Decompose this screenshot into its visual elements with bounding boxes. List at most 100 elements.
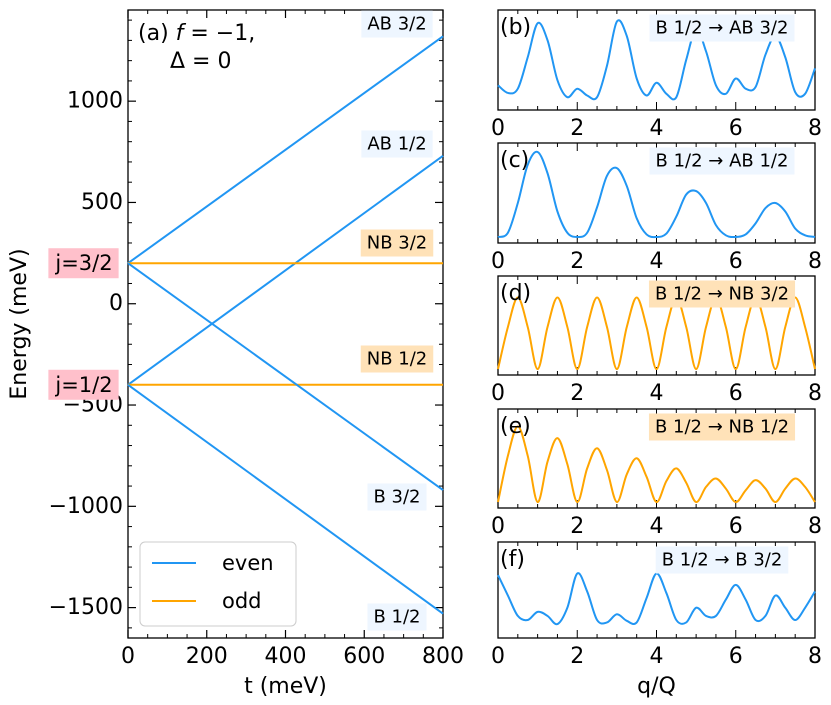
- panel-title-d: B 1/2 → NB 3/2: [648, 280, 796, 308]
- panel-title-e: B 1/2 → NB 1/2: [648, 413, 796, 441]
- j-label-0-bg: [48, 248, 119, 279]
- series-label-B-1-2-text: B 1/2: [373, 607, 420, 628]
- curve-e: [497, 425, 816, 504]
- y-tick-label-1000: 1000: [67, 89, 123, 114]
- panel-title-e-bg: [648, 413, 796, 441]
- series-label-B-3-2-bg: [367, 483, 427, 511]
- legend-label-even: even: [222, 551, 274, 575]
- panel-title-b-text: B 1/2 → AB 3/2: [656, 18, 789, 39]
- x-tick-label-e-4: 4: [650, 514, 664, 539]
- x-tick-label-c-6: 6: [729, 249, 743, 274]
- legend: even odd: [139, 541, 297, 627]
- series-label-AB-1-2-text: AB 1/2: [367, 134, 426, 155]
- plot-frame-a: [127, 9, 444, 639]
- panel-label-b: (b): [500, 15, 531, 40]
- series-label-B-3-2-text: B 3/2: [373, 487, 420, 508]
- panel-label-d: (d): [500, 281, 531, 306]
- title-f-value: = −1,: [183, 21, 255, 46]
- curve-d: [497, 296, 816, 371]
- x-tick-label-b-8: 8: [808, 116, 822, 141]
- y-tick-label--1500: −1500: [49, 595, 123, 620]
- x-tick-label-b-4: 4: [650, 116, 664, 141]
- series-label-NB-1-2-text: NB 1/2: [367, 349, 428, 370]
- x-tick-label-d-2: 2: [570, 381, 584, 406]
- panel-title-c-text: B 1/2 → AB 1/2: [656, 151, 789, 172]
- series-label-NB-3-2-bg: [360, 229, 434, 257]
- x-tick-label-e-6: 6: [729, 514, 743, 539]
- j-label-1-bg: [48, 369, 119, 400]
- x-axis-label: t (meV): [244, 674, 327, 699]
- x-tick-label-600: 600: [343, 644, 385, 669]
- panel-c: 0 2 4 6 8 (c) B 1/2 → AB 1/2: [491, 142, 822, 274]
- y-axis-label: Energy (meV): [7, 248, 32, 399]
- x-tick-label-b-6: 6: [729, 116, 743, 141]
- series-line-AB-3-2: [127, 35, 444, 265]
- series-label-B-1-2: B 1/2: [367, 603, 427, 631]
- series-label-NB-1-2-bg: [360, 345, 434, 373]
- curve-b: [497, 19, 816, 101]
- panel-label-e: (e): [500, 414, 531, 439]
- panel-e: 0 2 4 6 8 (e) B 1/2 → NB 1/2: [491, 408, 822, 539]
- y-tick-label-500: 500: [81, 190, 123, 215]
- panel-label-f: (f): [500, 547, 525, 572]
- series-label-AB-3-2-bg: [361, 10, 433, 38]
- y-tick-label--1000: −1000: [49, 494, 123, 519]
- panel-title-e-text: B 1/2 → NB 1/2: [655, 417, 789, 438]
- series-line-AB-1-2: [127, 155, 444, 386]
- series-line-B-1-2: [127, 383, 444, 615]
- x-tick-label-e-2: 2: [570, 514, 584, 539]
- panels-right: 0 2 4 6 8 (b) B 1/2 → AB 3/2 0 2 4 6 8 (c) B 1/2 → AB…: [491, 9, 822, 699]
- x-tick-label-200: 200: [186, 644, 228, 669]
- x-tick-label-800: 800: [422, 644, 464, 669]
- x-tick-label-e-8: 8: [808, 514, 822, 539]
- series-label-B-1-2-bg: [367, 603, 427, 631]
- panel-d: 0 2 4 6 8 (d) B 1/2 → NB 3/2: [491, 275, 822, 406]
- panel-title-d-bg: [648, 280, 796, 308]
- x-tick-label-d-8: 8: [808, 381, 822, 406]
- x-tick-label-d-6: 6: [729, 381, 743, 406]
- x-tick-label-c-4: 4: [650, 249, 664, 274]
- panel-title-b-bg: [649, 14, 795, 42]
- panel-title-f-bg: [655, 546, 789, 574]
- panel-label-c: (c): [500, 148, 529, 173]
- x-tick-label-0: 0: [121, 644, 135, 669]
- curve-c: [497, 150, 816, 239]
- panel-title-c: B 1/2 → AB 1/2: [649, 147, 795, 175]
- panel-b: 0 2 4 6 8 (b) B 1/2 → AB 3/2: [491, 9, 822, 141]
- series-label-NB-3-2-text: NB 3/2: [367, 233, 428, 254]
- panel-title-b: B 1/2 → AB 3/2: [649, 14, 795, 42]
- title-f: f: [176, 21, 187, 46]
- panel-title-c-bg: [649, 147, 795, 175]
- right-x-axis-label: q/Q: [637, 674, 676, 699]
- legend-label-odd: odd: [222, 589, 262, 613]
- j-label-0: j=3/2: [48, 248, 119, 279]
- panel-title-f: B 1/2 → B 3/2: [655, 546, 789, 574]
- title-prefix: (a): [138, 21, 176, 46]
- x-tick-label-400: 400: [265, 644, 307, 669]
- x-tick-label-b-2: 2: [570, 116, 584, 141]
- x-tick-label-c-0: 0: [491, 249, 505, 274]
- series-label-NB-1-2: NB 1/2: [360, 345, 434, 373]
- series-label-AB-1-2-bg: [361, 130, 433, 158]
- x-tick-label-f-8: 8: [808, 644, 822, 669]
- series-label-NB-3-2: NB 3/2: [360, 229, 434, 257]
- series-label-AB-3-2: AB 3/2: [361, 10, 433, 38]
- panel-title-f-text: B 1/2 → B 3/2: [662, 550, 783, 571]
- panel-f: 0 2 4 6 8 (f) B 1/2 → B 3/2: [491, 541, 822, 669]
- x-tick-label-f-6: 6: [729, 644, 743, 669]
- panel-a-title: (a) f = −1,: [138, 21, 255, 46]
- j-label-0-text: j=3/2: [54, 251, 112, 275]
- x-tick-label-b-0: 0: [491, 116, 505, 141]
- x-tick-label-e-0: 0: [491, 514, 505, 539]
- x-tick-label-f-4: 4: [650, 644, 664, 669]
- j-label-1: j=1/2: [48, 369, 119, 400]
- x-tick-label-f-0: 0: [491, 644, 505, 669]
- x-tick-label-c-8: 8: [808, 249, 822, 274]
- series-label-AB-3-2-text: AB 3/2: [367, 14, 426, 35]
- x-tick-label-d-0: 0: [491, 381, 505, 406]
- series-label-B-3-2: B 3/2: [367, 483, 427, 511]
- y-tick-label-0: 0: [109, 291, 123, 316]
- x-tick-label-d-4: 4: [650, 381, 664, 406]
